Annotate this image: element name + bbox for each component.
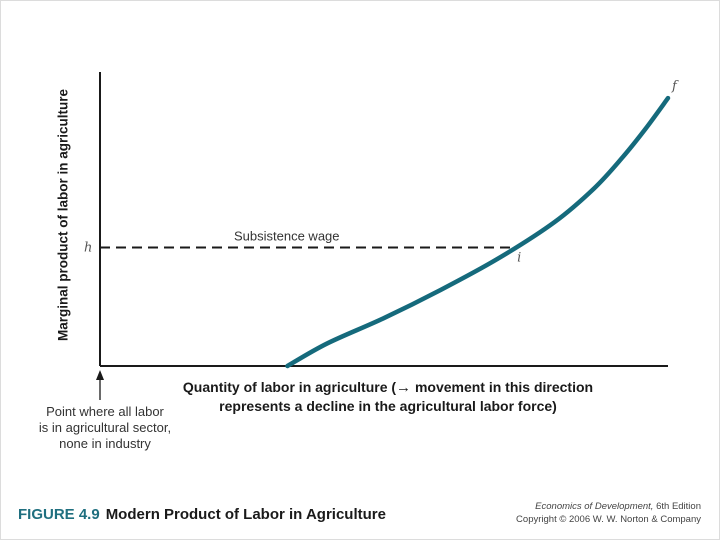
origin-annotation: Point where all labor is in agricultural…	[39, 404, 171, 452]
x-axis-label-line1-rest: movement in this direction	[414, 379, 594, 395]
figure-title: Modern Product of Labor in Agriculture	[105, 506, 386, 523]
figure-number: FIGURE 4.9	[18, 506, 100, 523]
book-edition: 6th Edition	[656, 501, 701, 512]
origin-note-line1: Point where all labor	[46, 404, 164, 419]
figure-caption: FIGURE 4.9 Modern Product of Labor in Agr…	[18, 506, 386, 523]
book-credit: Economics of Development, 6th Edition Co…	[516, 500, 701, 526]
x-axis-label: Quantity of labor in agriculture (→ move…	[183, 378, 593, 416]
point-label-h: h	[84, 241, 92, 256]
point-label-f: f	[671, 79, 679, 94]
copyright: Copyright © 2006 W. W. Norton & Company	[516, 514, 701, 525]
y-axis-label: Marginal product of labor in agriculture	[55, 88, 71, 342]
point-label-i: i	[517, 251, 521, 266]
x-axis-label-line2: represents a decline in the agricultural…	[219, 398, 557, 414]
origin-note-line3: none in industry	[59, 436, 151, 451]
origin-note-line2: is in agricultural sector,	[38, 420, 172, 435]
x-axis-label-line1: Quantity of labor in agriculture (	[182, 379, 397, 395]
origin-pointer-arrowhead	[96, 370, 104, 380]
right-arrow-icon: →	[396, 379, 412, 396]
book-title: Economics of Development,	[535, 501, 654, 512]
mpl-curve	[285, 95, 671, 369]
subsistence-wage-label: Subsistence wage	[234, 229, 340, 244]
